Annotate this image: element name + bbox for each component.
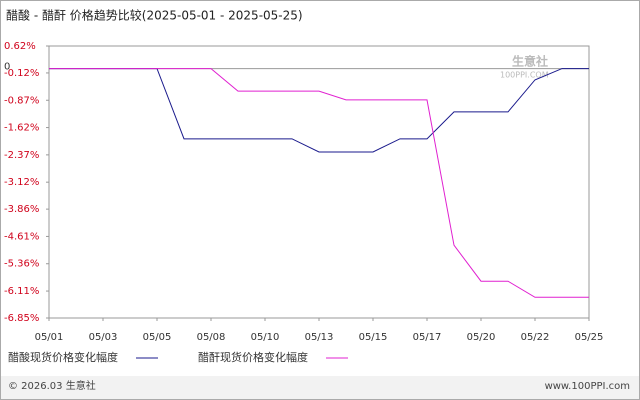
y-tick-label: -3.86%: [4, 204, 39, 215]
x-tick-label: 05/15: [359, 332, 388, 343]
x-tick-label: 05/03: [89, 332, 118, 343]
footer-right: www.100PPI.com: [545, 381, 630, 392]
legend-label: 醋酸现货价格变化幅度: [8, 350, 118, 364]
x-tick-label: 05/22: [521, 332, 550, 343]
y-tick-label: -6.85%: [4, 313, 39, 324]
x-tick-label: 05/05: [143, 332, 172, 343]
series-line: [49, 68, 589, 298]
x-tick-label: 05/25: [575, 332, 604, 343]
y-tick-label: -2.37%: [4, 150, 39, 161]
x-tick-label: 05/20: [467, 332, 496, 343]
x-tick-label: 05/13: [305, 332, 334, 343]
x-tick-label: 05/10: [251, 332, 280, 343]
watermark-text: 生意社: [512, 54, 548, 69]
y-tick-label: -1.62%: [4, 123, 39, 134]
footer-band: [1, 376, 639, 399]
x-tick-label: 05/01: [35, 332, 64, 343]
footer-left: © 2026.03 生意社: [8, 379, 96, 392]
y-tick-label: -6.11%: [4, 286, 39, 297]
legend-label: 醋酐现货价格变化幅度: [198, 350, 308, 364]
x-tick-label: 05/08: [197, 332, 226, 343]
watermark: 生意社 100PPI.COM: [500, 54, 549, 80]
watermark-text: 100PPI.COM: [500, 71, 549, 80]
y-tick-label: -3.12%: [4, 177, 39, 188]
y-tick-label: 0.62%: [4, 41, 36, 52]
chart-title: 醋酸 - 醋酐 价格趋势比较(2025-05-01 - 2025-05-25): [6, 8, 303, 23]
x-tick-label: 05/17: [413, 332, 442, 343]
y-tick-label: -5.36%: [4, 259, 39, 270]
y-tick-label: -0.87%: [4, 95, 39, 106]
zero-label: 0: [4, 62, 10, 73]
y-tick-label: -4.61%: [4, 231, 39, 242]
y-tick-label: -0.12%: [4, 68, 39, 79]
